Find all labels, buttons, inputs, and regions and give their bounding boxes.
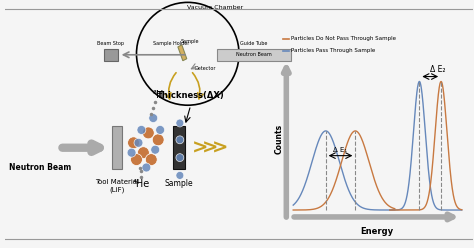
Text: Guide Tube: Guide Tube bbox=[240, 41, 267, 46]
Text: Tool Material
(LiF): Tool Material (LiF) bbox=[95, 179, 139, 193]
Text: Sample: Sample bbox=[164, 179, 193, 188]
Circle shape bbox=[149, 114, 158, 123]
Circle shape bbox=[152, 134, 164, 146]
FancyBboxPatch shape bbox=[217, 49, 291, 61]
Circle shape bbox=[176, 119, 184, 127]
Circle shape bbox=[128, 137, 139, 149]
Circle shape bbox=[176, 136, 184, 144]
Text: Neutron Beam: Neutron Beam bbox=[236, 52, 272, 57]
Text: Δ E₂: Δ E₂ bbox=[430, 64, 446, 74]
Circle shape bbox=[151, 145, 160, 154]
Circle shape bbox=[134, 138, 143, 147]
Text: Thickness(ΔX): Thickness(ΔX) bbox=[157, 91, 225, 100]
Text: Counts: Counts bbox=[275, 124, 284, 155]
Text: Vacuum Chamber: Vacuum Chamber bbox=[187, 5, 244, 10]
Text: Particles Do Not Pass Through Sample: Particles Do Not Pass Through Sample bbox=[291, 36, 396, 41]
Text: Particles Pass Through Sample: Particles Pass Through Sample bbox=[291, 48, 375, 53]
Circle shape bbox=[137, 147, 149, 159]
Circle shape bbox=[176, 171, 184, 179]
Circle shape bbox=[137, 125, 146, 134]
Text: ³H: ³H bbox=[153, 90, 164, 100]
Circle shape bbox=[155, 125, 164, 134]
FancyBboxPatch shape bbox=[104, 49, 118, 61]
Circle shape bbox=[127, 148, 136, 157]
Circle shape bbox=[176, 154, 184, 162]
Circle shape bbox=[142, 127, 154, 139]
Text: >: > bbox=[212, 138, 228, 157]
Polygon shape bbox=[178, 45, 187, 61]
Text: ⁴He: ⁴He bbox=[133, 179, 150, 189]
Text: Sample: Sample bbox=[181, 39, 199, 44]
Text: Detector: Detector bbox=[195, 66, 216, 71]
FancyBboxPatch shape bbox=[112, 126, 122, 169]
Text: Energy: Energy bbox=[360, 227, 393, 236]
Circle shape bbox=[146, 154, 157, 165]
Text: Neutron Beam: Neutron Beam bbox=[9, 162, 71, 172]
Text: >: > bbox=[192, 138, 209, 157]
Text: Δ E₁: Δ E₁ bbox=[334, 147, 347, 153]
Circle shape bbox=[130, 154, 142, 165]
FancyBboxPatch shape bbox=[173, 126, 185, 169]
Text: Sample Holder: Sample Holder bbox=[153, 41, 189, 46]
Text: Beam Stop: Beam Stop bbox=[97, 41, 124, 46]
Text: >: > bbox=[202, 138, 219, 157]
Circle shape bbox=[142, 163, 151, 172]
